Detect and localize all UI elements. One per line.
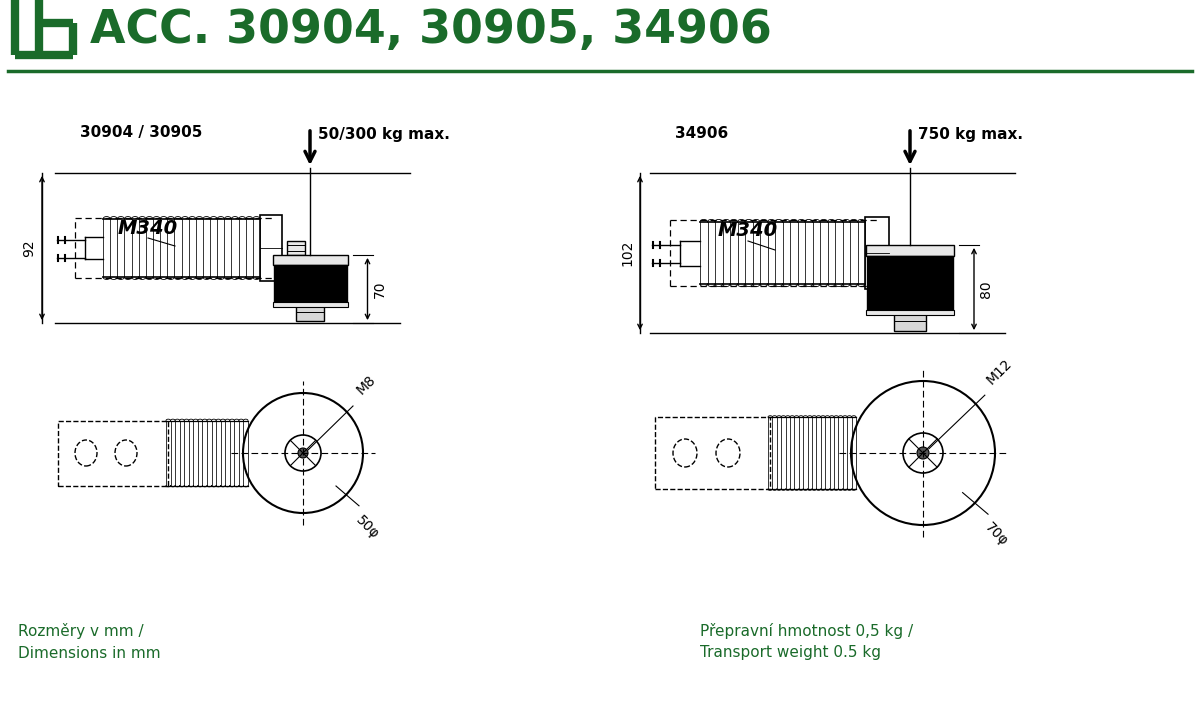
Text: Přepravní hmotnost 0,5 kg /: Přepravní hmotnost 0,5 kg / [700,623,913,639]
Text: M12: M12 [984,356,1015,387]
Text: M340: M340 [118,219,179,238]
Bar [865,217,889,289]
Bar [260,215,282,281]
Text: M8: M8 [354,373,379,397]
Circle shape [851,381,995,525]
Text: 50/300 kg max.: 50/300 kg max. [318,127,450,143]
Bar [287,241,305,255]
Text: 92: 92 [22,239,36,257]
Text: Dimensions in mm: Dimensions in mm [18,645,161,661]
Bar [866,310,954,315]
Bar [894,311,926,331]
Text: 70: 70 [372,280,386,298]
Circle shape [298,448,308,458]
Bar [866,256,953,311]
Text: ACC. 30904, 30905, 34906: ACC. 30904, 30905, 34906 [90,8,772,53]
Text: 750 kg max.: 750 kg max. [918,127,1022,143]
Text: 50φ: 50φ [353,513,382,542]
Text: 80: 80 [979,280,994,298]
Bar [274,265,347,303]
Bar [296,303,324,321]
Text: 34906: 34906 [674,126,728,141]
Bar [895,246,913,260]
Bar [866,245,954,256]
Text: 30904 / 30905: 30904 / 30905 [80,126,203,141]
Circle shape [917,447,929,459]
Bar [655,417,770,489]
Text: Rozměry v mm /: Rozměry v mm / [18,623,144,639]
Text: M340: M340 [718,221,779,240]
Bar [272,255,348,265]
Bar [58,420,168,486]
Text: Transport weight 0.5 kg: Transport weight 0.5 kg [700,645,881,661]
Bar [272,302,348,307]
Text: 102: 102 [620,240,634,266]
Text: 70φ: 70φ [982,520,1010,549]
Circle shape [242,393,364,513]
